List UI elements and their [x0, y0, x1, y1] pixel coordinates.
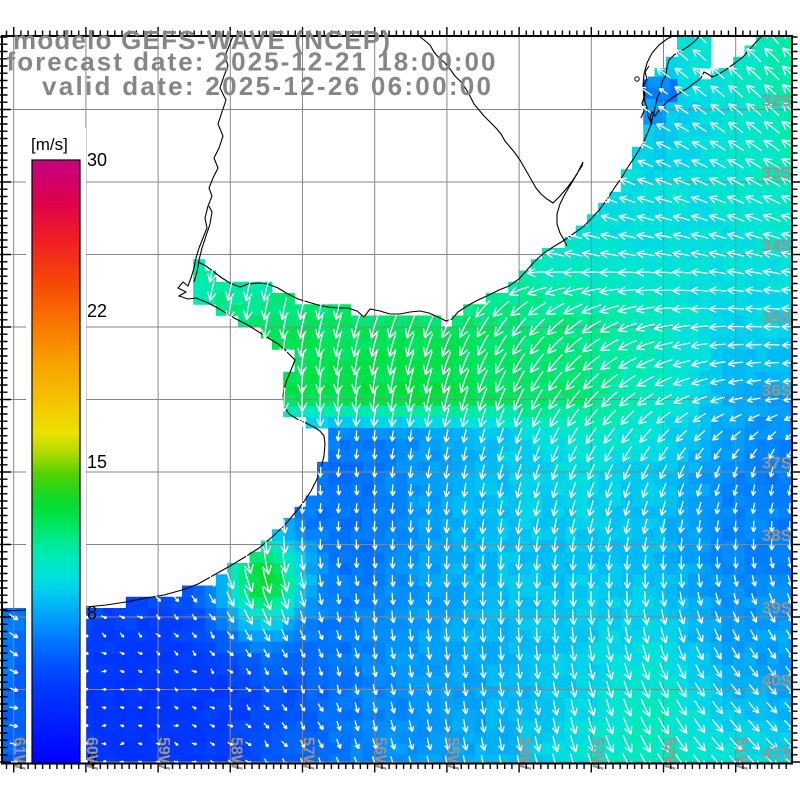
svg-text:54W: 54W [516, 737, 533, 771]
svg-text:61W: 61W [11, 737, 28, 771]
svg-text:0: 0 [87, 750, 97, 770]
svg-text:59W: 59W [155, 737, 172, 771]
svg-text:40S: 40S [762, 671, 792, 690]
svg-text:38S: 38S [762, 526, 792, 545]
svg-text:58W: 58W [227, 737, 244, 771]
svg-text:32S: 32S [762, 91, 792, 110]
svg-text:35S: 35S [762, 309, 792, 328]
svg-text:valid date: 2025-12-26 06:00:0: valid date: 2025-12-26 06:00:00 [42, 71, 491, 101]
svg-text:37S: 37S [762, 454, 792, 473]
svg-text:56W: 56W [372, 737, 389, 771]
svg-text:53W: 53W [588, 737, 605, 771]
svg-text:15: 15 [87, 452, 107, 472]
svg-text:51W: 51W [733, 737, 750, 771]
svg-text:34S: 34S [762, 236, 792, 255]
svg-text:55W: 55W [444, 737, 461, 771]
svg-text:8: 8 [87, 603, 97, 623]
svg-text:forecast date: 2025-12-21 18:0: forecast date: 2025-12-21 18:00:00 [7, 47, 496, 77]
svg-text:41S: 41S [762, 744, 792, 763]
svg-text:57W: 57W [300, 737, 317, 771]
svg-text:[m/s]: [m/s] [31, 135, 68, 154]
svg-text:39S: 39S [762, 599, 792, 618]
svg-text:30: 30 [87, 150, 107, 170]
svg-text:22: 22 [87, 301, 107, 321]
svg-text:36S: 36S [762, 381, 792, 400]
svg-text:60W: 60W [83, 737, 100, 771]
svg-text:modelo GEFS-WAVE (NCEP): modelo GEFS-WAVE (NCEP) [13, 25, 390, 55]
svg-text:33S: 33S [762, 164, 792, 183]
svg-text:52W: 52W [661, 737, 678, 771]
